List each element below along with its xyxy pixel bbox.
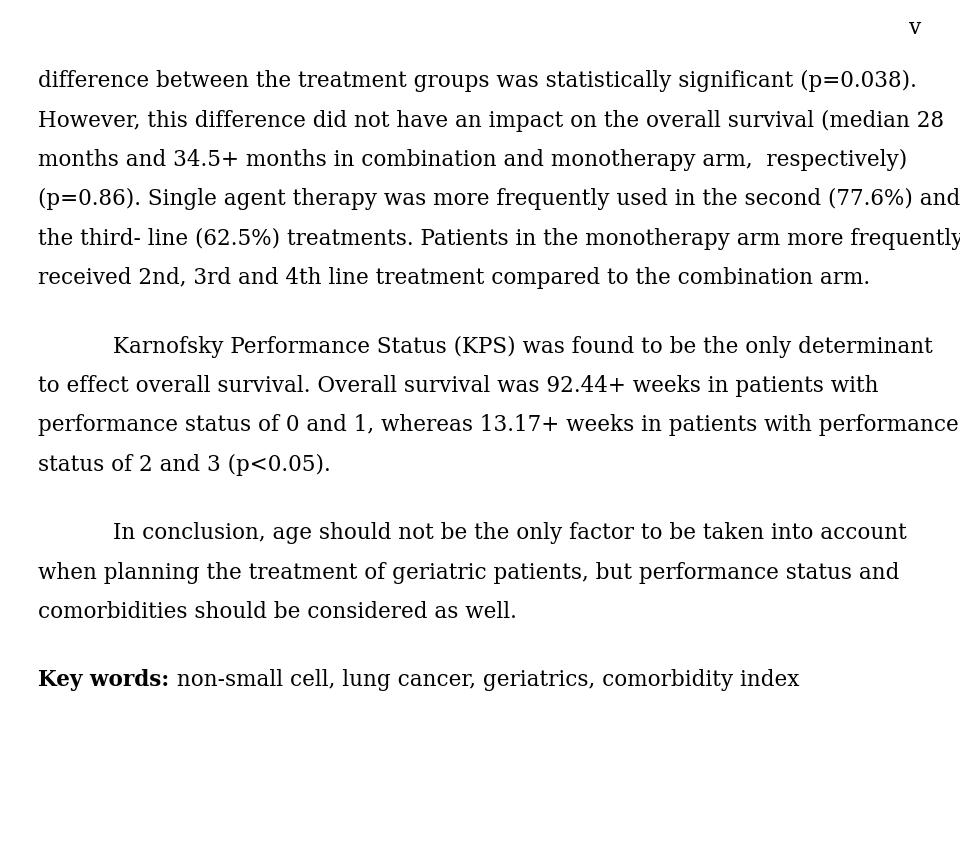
Text: Karnofsky Performance Status (KPS) was found to be the only determinant: Karnofsky Performance Status (KPS) was f…: [113, 336, 933, 358]
Text: months and 34.5+ months in combination and monotherapy arm,  respectively): months and 34.5+ months in combination a…: [38, 149, 907, 171]
Text: the third- line (62.5%) treatments. Patients in the monotherapy arm more frequen: the third- line (62.5%) treatments. Pati…: [38, 228, 960, 250]
Text: non-small cell, lung cancer, geriatrics, comorbidity index: non-small cell, lung cancer, geriatrics,…: [170, 669, 799, 692]
Text: In conclusion, age should not be the only factor to be taken into account: In conclusion, age should not be the onl…: [113, 522, 907, 544]
Text: difference between the treatment groups was statistically significant (p=0.038).: difference between the treatment groups …: [38, 70, 917, 92]
Text: status of 2 and 3 (p<0.05).: status of 2 and 3 (p<0.05).: [38, 454, 331, 476]
Text: Key words:: Key words:: [38, 669, 170, 692]
Text: received 2nd, 3rd and 4th line treatment compared to the combination arm.: received 2nd, 3rd and 4th line treatment…: [38, 267, 871, 289]
Text: when planning the treatment of geriatric patients, but performance status and: when planning the treatment of geriatric…: [38, 562, 900, 584]
Text: performance status of 0 and 1, whereas 13.17+ weeks in patients with performance: performance status of 0 and 1, whereas 1…: [38, 414, 959, 437]
Text: However, this difference did not have an impact on the overall survival (median : However, this difference did not have an…: [38, 110, 945, 132]
Text: comorbidities should be considered as well.: comorbidities should be considered as we…: [38, 601, 517, 623]
Text: (p=0.86). Single agent therapy was more frequently used in the second (77.6%) an: (p=0.86). Single agent therapy was more …: [38, 188, 960, 211]
Text: v: v: [909, 17, 922, 39]
Text: to effect overall survival. Overall survival was 92.44+ weeks in patients with: to effect overall survival. Overall surv…: [38, 375, 879, 397]
